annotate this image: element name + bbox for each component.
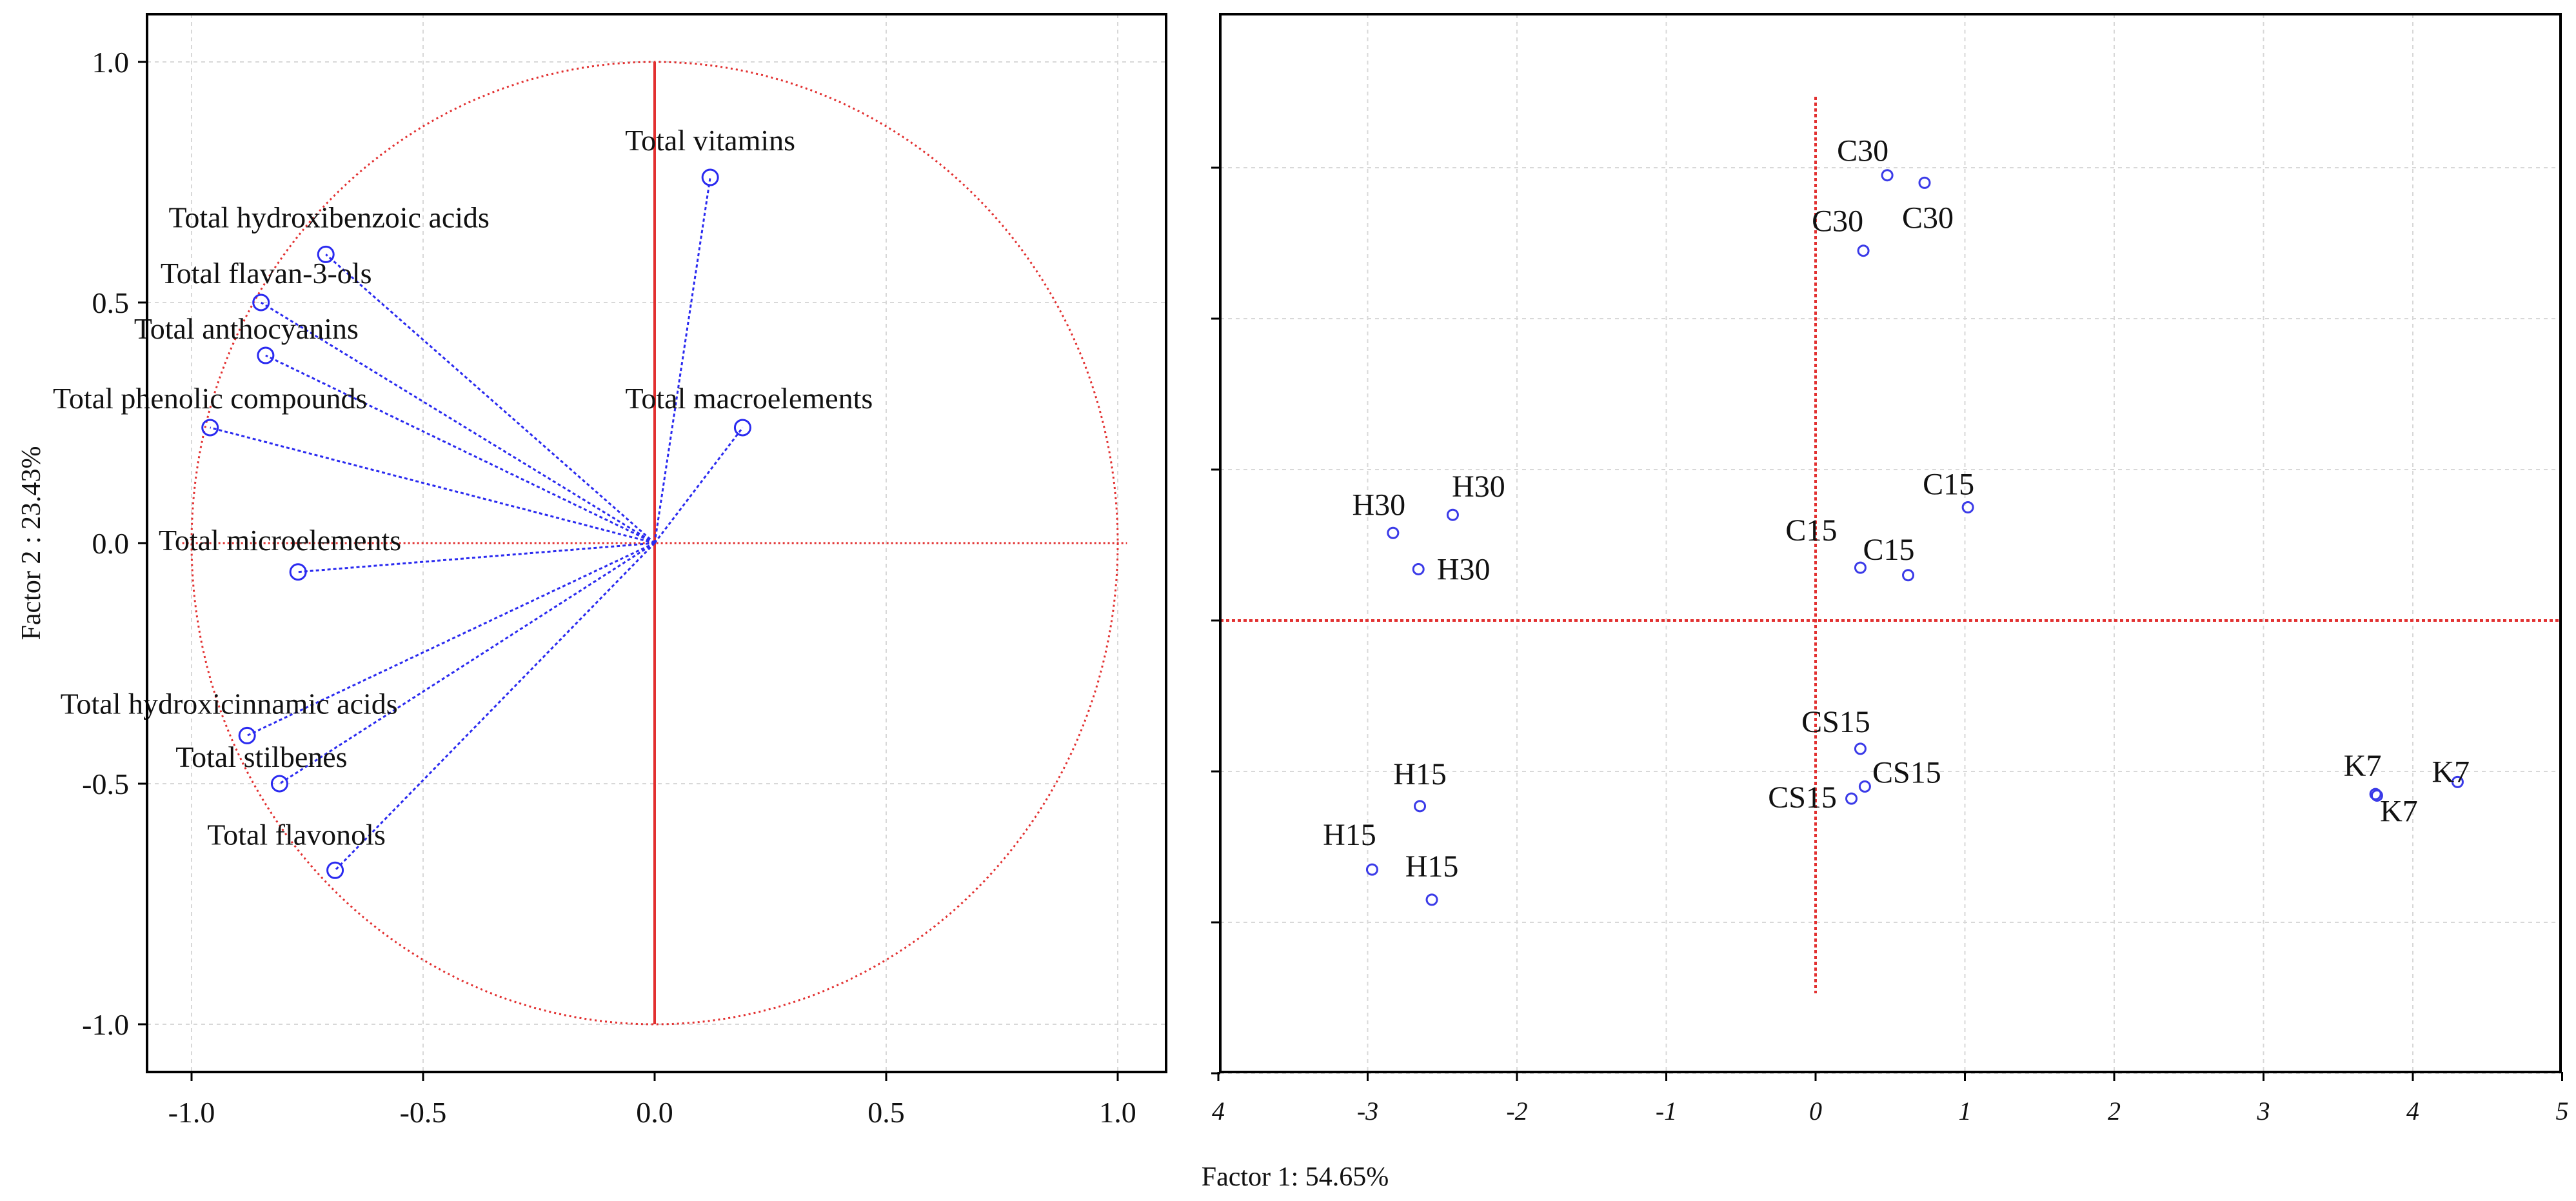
loading-point xyxy=(257,346,275,364)
score-point xyxy=(2370,789,2383,802)
loading-variable-label: Total stilbenes xyxy=(175,740,347,773)
score-point-label: H15 xyxy=(1323,818,1376,852)
loading-y-tick-label: -0.5 xyxy=(82,768,129,800)
score-x-tick-label: -1 xyxy=(1656,1097,1677,1126)
score-point xyxy=(2451,775,2464,788)
loading-x-tick-label: 0.5 xyxy=(867,1096,905,1129)
score-point xyxy=(1845,792,1858,805)
loading-x-tick-label: -0.5 xyxy=(400,1096,447,1129)
loading-point xyxy=(238,726,256,744)
loading-variable-label: Total hydroxicinnamic acids xyxy=(61,687,398,720)
score-point xyxy=(1858,780,1871,793)
score-point-label: H30 xyxy=(1452,470,1505,504)
score-point-label: CS15 xyxy=(1801,705,1870,739)
score-x-tick-label: 1 xyxy=(1959,1097,1972,1126)
loading-x-tick-label: -1.0 xyxy=(168,1096,215,1129)
loading-point xyxy=(201,419,219,437)
score-point-labels: C30C30C30C15C15C15H30H30H30CS15CS15CS15H… xyxy=(1323,134,2470,884)
score-point xyxy=(1902,569,1915,582)
score-point xyxy=(1412,562,1425,575)
loading-vector xyxy=(279,542,655,785)
loading-vector xyxy=(265,354,655,544)
score-point-label: K7 xyxy=(2344,749,2382,783)
loading-point xyxy=(701,168,719,186)
score-plot-ticks: 4 -3 -2 -1 0 1 2 3 4 5 xyxy=(1211,166,2569,1126)
loading-x-tick-label: 0.0 xyxy=(636,1096,673,1129)
score-x-tick-label: 0 xyxy=(1809,1097,1822,1126)
score-point-label: C30 xyxy=(1837,134,1888,168)
loading-vector xyxy=(298,542,655,573)
loading-variable-label: Total anthocyanins xyxy=(134,312,359,345)
loading-vectors xyxy=(201,168,751,879)
score-point xyxy=(1857,244,1870,257)
loading-point xyxy=(317,245,335,263)
score-points xyxy=(1365,169,2464,906)
loading-vector xyxy=(210,426,655,544)
score-x-tick-label: 5 xyxy=(2556,1097,2569,1126)
score-plot-panel: C30C30C30C15C15C15H30H30H30CS15CS15CS15H… xyxy=(1211,13,2569,1126)
loading-point xyxy=(289,563,307,581)
score-point xyxy=(1961,501,1974,513)
loading-point xyxy=(326,861,344,879)
loading-plot-y-axis-label: Factor 2 : 23.43% xyxy=(17,446,46,640)
score-x-tick-label: 3 xyxy=(2257,1097,2270,1126)
loading-point xyxy=(252,293,270,312)
score-x-tick-label: 4 xyxy=(2406,1097,2419,1126)
loading-point xyxy=(270,775,288,793)
loading-point xyxy=(733,419,751,437)
loading-variable-label: Total flavonols xyxy=(207,818,386,851)
score-point xyxy=(1854,742,1867,755)
loading-y-tick-label: -1.0 xyxy=(82,1008,129,1041)
loading-plot-panel: Total vitamins Total hydroxibenzoic acids… xyxy=(17,13,1167,1129)
loading-vector xyxy=(260,301,655,544)
score-plot-center-axes xyxy=(1220,97,2561,993)
score-x-tick-label: -3 xyxy=(1357,1097,1378,1126)
loading-x-tick-label: 1.0 xyxy=(1099,1096,1136,1129)
score-point xyxy=(1854,561,1867,574)
loading-variable-label: Total flavan-3-ols xyxy=(161,257,372,290)
x-axis-label: Factor 1: 54.65% xyxy=(1202,1162,1389,1192)
score-x-tick-label: -2 xyxy=(1506,1097,1527,1126)
loading-variable-label: Total phenolic compounds xyxy=(53,382,367,415)
loading-vector xyxy=(653,427,744,544)
score-point-label: C15 xyxy=(1863,533,1915,567)
score-x-tick-label: 2 xyxy=(2108,1097,2121,1126)
score-point-label: C15 xyxy=(1923,468,1974,502)
score-point-label: H15 xyxy=(1405,849,1459,884)
loading-variable-labels: Total vitamins Total hydroxibenzoic acids… xyxy=(53,124,873,851)
loading-vector xyxy=(334,542,656,871)
score-point-label: H30 xyxy=(1352,488,1406,522)
score-point xyxy=(1446,508,1459,521)
score-point-label: K7 xyxy=(2432,755,2470,789)
score-point xyxy=(1387,526,1400,539)
loading-vector xyxy=(653,177,711,544)
score-point xyxy=(1414,800,1427,813)
score-point xyxy=(1425,893,1438,906)
score-point xyxy=(1918,176,1931,189)
score-plot-frame xyxy=(1219,13,2562,1073)
score-point-label: CS15 xyxy=(1872,755,1941,789)
score-point-label: C30 xyxy=(1902,201,1954,235)
score-point xyxy=(1365,863,1378,876)
score-point xyxy=(1881,169,1894,182)
score-point-label: H15 xyxy=(1393,757,1447,791)
loading-y-tick-label: 0.0 xyxy=(92,527,130,560)
loading-variable-label: Total macroelements xyxy=(626,382,873,415)
loading-variable-label: Total vitamins xyxy=(625,124,795,157)
score-point-label: H30 xyxy=(1437,552,1491,586)
score-point-label: K7 xyxy=(2380,794,2418,828)
loading-variable-label: Total microelements xyxy=(159,524,401,557)
loading-plot-ticks: -1.0 -0.5 0.0 0.5 1.0 1.0 0.5 0.0 -0.5 -1.0 xyxy=(82,46,1136,1129)
score-x-tick-label: 4 xyxy=(1212,1097,1225,1126)
score-point xyxy=(2369,788,2382,800)
loading-variable-label: Total hydroxibenzoic acids xyxy=(168,201,490,233)
loading-y-tick-label: 1.0 xyxy=(92,46,130,79)
score-point-label: C30 xyxy=(1812,204,1863,239)
score-point-label: CS15 xyxy=(1768,780,1837,815)
loading-y-tick-label: 0.5 xyxy=(92,286,130,319)
score-point-label: C15 xyxy=(1785,513,1837,548)
